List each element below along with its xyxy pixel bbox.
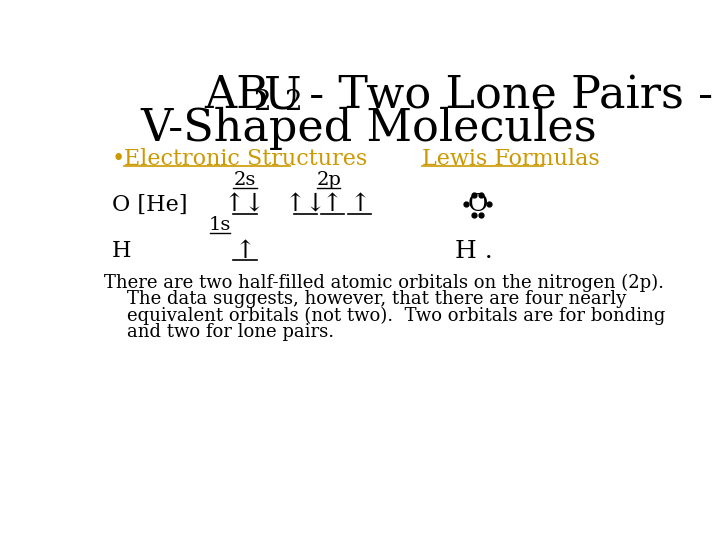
Text: 1s: 1s — [209, 216, 231, 234]
Text: equivalent orbitals (not two).  Two orbitals are for bonding: equivalent orbitals (not two). Two orbit… — [104, 307, 665, 325]
Text: ↑↓: ↑↓ — [224, 193, 266, 217]
Text: ↑: ↑ — [322, 193, 343, 217]
Text: and two for lone pairs.: and two for lone pairs. — [104, 323, 334, 341]
Text: The data suggests, however, that there are four nearly: The data suggests, however, that there a… — [104, 291, 626, 308]
Text: Lewis Formulas: Lewis Formulas — [422, 148, 600, 170]
Text: 2: 2 — [284, 89, 302, 116]
Text: There are two half-filled atomic orbitals on the nitrogen (2p).: There are two half-filled atomic orbital… — [104, 274, 664, 293]
Text: Electronic Structures: Electronic Structures — [124, 148, 367, 170]
Text: H: H — [112, 240, 131, 262]
Text: O [He]: O [He] — [112, 194, 187, 216]
Text: ↑↓: ↑↓ — [284, 193, 326, 217]
Text: AB: AB — [204, 74, 269, 117]
Text: O: O — [467, 193, 487, 217]
Text: ↑: ↑ — [235, 240, 256, 262]
Text: 2s: 2s — [234, 171, 256, 190]
Text: •: • — [112, 148, 125, 170]
Text: 2p: 2p — [316, 171, 341, 190]
Text: U: U — [264, 74, 301, 117]
Text: V-Shaped Molecules: V-Shaped Molecules — [140, 106, 598, 150]
Text: 2: 2 — [253, 89, 271, 116]
Text: ↑: ↑ — [349, 193, 370, 217]
Text: - Two Lone Pairs -: - Two Lone Pairs - — [294, 74, 713, 117]
Text: H .: H . — [455, 240, 492, 262]
